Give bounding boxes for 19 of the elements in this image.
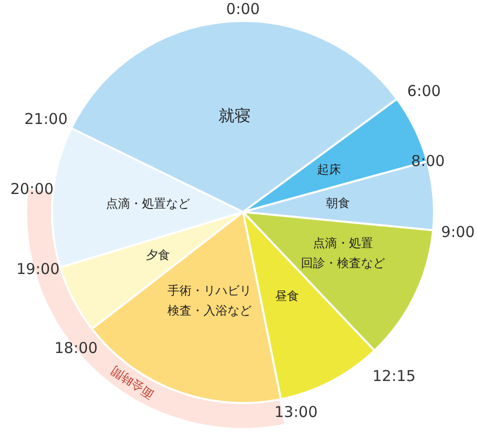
- text: 19:00: [16, 260, 60, 278]
- text: 21:00: [24, 110, 68, 128]
- text: 18:00: [54, 338, 98, 357]
- slice-label: 就寝: [218, 106, 250, 126]
- slice-label: 昼食: [275, 288, 300, 303]
- slice-label: 点滴・処置など: [106, 196, 190, 210]
- text: 20:00: [10, 180, 54, 198]
- text: 8:00: [411, 152, 445, 170]
- text: 6:00: [407, 82, 441, 100]
- text: 9:00: [441, 222, 475, 241]
- slice-label: 朝食: [326, 196, 350, 210]
- slice-label: 点滴・処置回診・検査など: [300, 236, 385, 270]
- text: 面会時間: [108, 364, 156, 402]
- slice-label: 夕食: [146, 248, 170, 262]
- slice-label: 手術・リハビリ検査・入浴など: [168, 284, 252, 318]
- text: 13:00: [274, 402, 318, 421]
- text: 0:00: [226, 0, 260, 18]
- text: 12:15: [372, 366, 416, 385]
- slice-label: 起床: [316, 162, 341, 176]
